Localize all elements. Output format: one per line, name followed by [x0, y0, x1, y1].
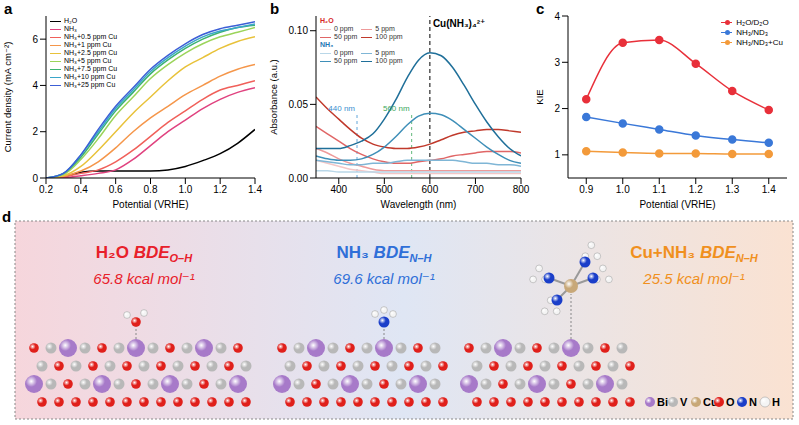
svg-text:65.8 kcal mol⁻¹: 65.8 kcal mol⁻¹ — [93, 270, 194, 287]
html-text:H₂O/D₂O: H₂O/D₂O — [736, 18, 769, 27]
svg-text:4: 4 — [554, 11, 560, 22]
html-text:100 ppm: 100 ppm — [375, 33, 403, 40]
svg-text:2: 2 — [554, 103, 560, 114]
svg-text:700: 700 — [467, 184, 484, 195]
svg-text:0.4: 0.4 — [74, 184, 88, 195]
svg-text:1.4: 1.4 — [762, 184, 776, 195]
svg-text:Cu(NH₃)₄²⁺: Cu(NH₃)₄²⁺ — [433, 18, 485, 29]
svg-text:Wavelength (nm): Wavelength (nm) — [381, 199, 457, 210]
svg-text:Cu+NH₃ BDEN–H: Cu+NH₃ BDEN–H — [630, 243, 759, 264]
svg-text:1.0: 1.0 — [178, 184, 192, 195]
svg-text:NH₃ BDEN–H: NH₃ BDEN–H — [336, 243, 432, 264]
svg-text:400: 400 — [330, 184, 347, 195]
html-text:NH₃/ND₃+Cu: NH₃/ND₃+Cu — [736, 38, 783, 47]
svg-text:V: V — [680, 396, 688, 408]
svg-text:1: 1 — [554, 149, 560, 160]
svg-text:6: 6 — [32, 34, 38, 45]
svg-text:Bi: Bi — [657, 396, 668, 408]
svg-text:1.4: 1.4 — [248, 184, 262, 195]
svg-text:0.05: 0.05 — [289, 99, 309, 110]
svg-text:69.6 kcal mol⁻¹: 69.6 kcal mol⁻¹ — [333, 270, 434, 287]
svg-text:1.2: 1.2 — [689, 184, 703, 195]
html-text:0 ppm: 0 ppm — [334, 25, 354, 32]
html-text:NH₃: NH₃ — [64, 25, 77, 32]
html-text:50 ppm: 50 ppm — [334, 33, 358, 40]
html-text:100 ppm: 100 ppm — [375, 57, 403, 64]
html-text:H₂O: H₂O — [64, 17, 78, 24]
svg-text:0.8: 0.8 — [144, 184, 158, 195]
svg-text:600: 600 — [422, 184, 439, 195]
html-text:5 ppm: 5 ppm — [375, 49, 395, 56]
svg-text:1.0: 1.0 — [616, 184, 630, 195]
svg-text:0.2: 0.2 — [39, 184, 53, 195]
html-text:NH₃+7.5 ppm Cu: NH₃+7.5 ppm Cu — [64, 65, 118, 72]
html-text:NH₃: NH₃ — [320, 41, 334, 48]
svg-text:1.3: 1.3 — [725, 184, 739, 195]
html-text:NH₃+1 ppm Cu: NH₃+1 ppm Cu — [64, 41, 112, 48]
svg-text:2: 2 — [32, 126, 38, 137]
html-text:a: a — [4, 0, 13, 17]
svg-text:3: 3 — [554, 57, 560, 68]
html-text:NH₃+0.5 ppm Cu: NH₃+0.5 ppm Cu — [64, 33, 118, 40]
svg-text:0.6: 0.6 — [109, 184, 123, 195]
html-text:H₂O: H₂O — [320, 17, 334, 24]
html-text:b: b — [270, 0, 280, 17]
svg-text:560 nm: 560 nm — [383, 104, 410, 113]
svg-text:800: 800 — [513, 184, 530, 195]
svg-text:Potential (VRHE): Potential (VRHE) — [112, 199, 188, 210]
svg-text:0.9: 0.9 — [579, 184, 593, 195]
svg-text:Absorbance (a.u.): Absorbance (a.u.) — [268, 59, 279, 135]
svg-text:500: 500 — [376, 184, 393, 195]
svg-text:N: N — [749, 396, 757, 408]
svg-text:0.10: 0.10 — [289, 25, 309, 36]
html-text:NH₃+25 ppm Cu: NH₃+25 ppm Cu — [64, 81, 116, 88]
html-text:0 ppm: 0 ppm — [334, 49, 354, 56]
html-text:c: c — [536, 0, 545, 17]
svg-text:Current density (mA cm⁻²): Current density (mA cm⁻²) — [2, 42, 13, 153]
html-text:d: d — [2, 208, 12, 225]
svg-text:25.5 kcal mol⁻¹: 25.5 kcal mol⁻¹ — [642, 270, 744, 287]
svg-text:Potential (VRHE): Potential (VRHE) — [639, 199, 715, 210]
svg-text:Cu: Cu — [703, 396, 718, 408]
svg-text:0.00: 0.00 — [289, 173, 309, 184]
html-text:NH₃/ND₃: NH₃/ND₃ — [736, 28, 769, 37]
svg-text:KIE: KIE — [534, 89, 545, 104]
html-text:NH₃+2.5 ppm Cu: NH₃+2.5 ppm Cu — [64, 49, 118, 56]
svg-text:0: 0 — [32, 173, 38, 184]
html-text:5 ppm: 5 ppm — [375, 25, 395, 32]
html-text:50 ppm: 50 ppm — [334, 57, 358, 64]
svg-text:1.1: 1.1 — [652, 184, 666, 195]
svg-text:1.2: 1.2 — [213, 184, 227, 195]
svg-text:O: O — [726, 396, 735, 408]
svg-text:440 nm: 440 nm — [328, 104, 355, 113]
html-text:NH₃+10 ppm Cu: NH₃+10 ppm Cu — [64, 73, 116, 80]
svg-text:H: H — [772, 396, 780, 408]
svg-text:4: 4 — [32, 80, 38, 91]
html-text:NH₃+5 ppm Cu: NH₃+5 ppm Cu — [64, 57, 112, 64]
svg-text:H₂O BDEO–H: H₂O BDEO–H — [96, 243, 193, 264]
